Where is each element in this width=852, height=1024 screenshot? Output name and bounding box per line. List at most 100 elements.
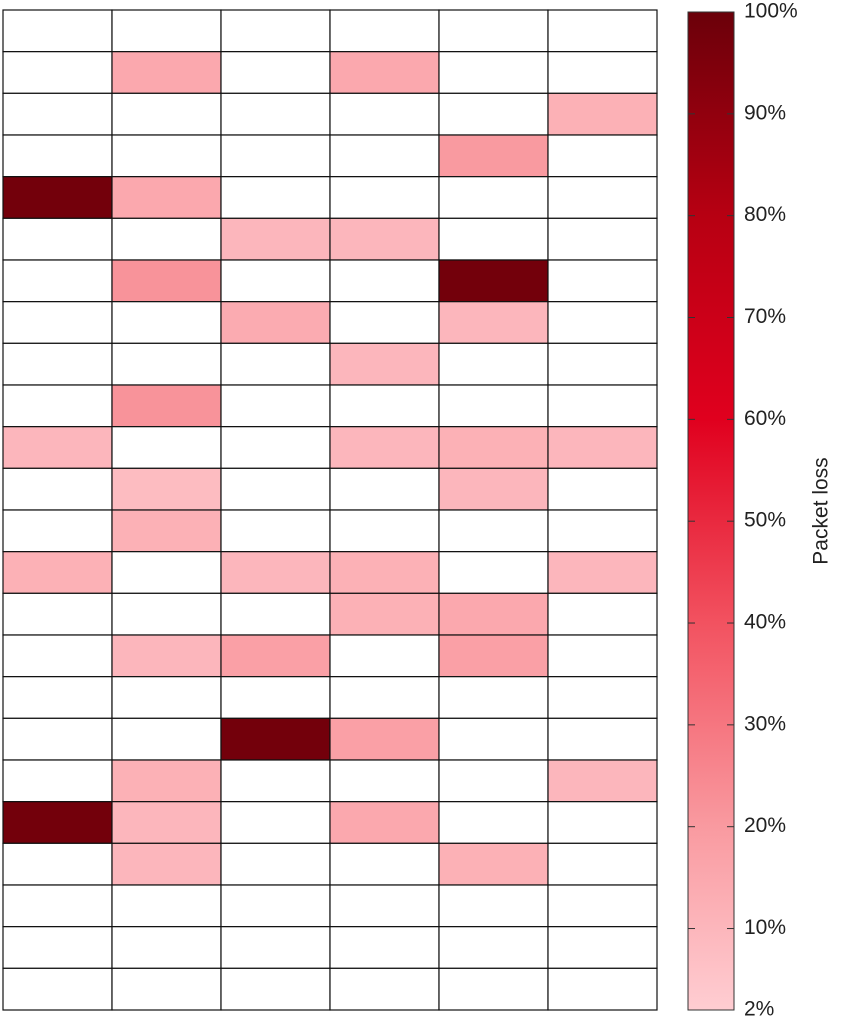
heatmap-cell	[329, 259, 440, 303]
heatmap-cell	[220, 884, 331, 928]
heatmap-cell	[438, 884, 549, 928]
heatmap-cell	[220, 51, 331, 94]
heatmap-cell	[438, 301, 549, 344]
heatmap-cell	[2, 551, 113, 594]
colorbar-tick-label: 100%	[744, 0, 798, 23]
heatmap-cell	[2, 92, 113, 136]
heatmap-cell	[2, 384, 113, 428]
heatmap-cell	[329, 676, 440, 719]
heatmap-cell	[111, 884, 222, 928]
heatmap-cell	[329, 509, 440, 553]
heatmap-cell	[547, 467, 658, 511]
heatmap-cell	[547, 342, 658, 386]
heatmap-cell	[111, 926, 222, 969]
heatmap-cell	[2, 51, 113, 94]
heatmap-cell	[2, 259, 113, 303]
heatmap-cell	[111, 176, 222, 219]
heatmap-cell	[547, 217, 658, 261]
heatmap-cell	[547, 842, 658, 886]
heatmap-cell	[329, 551, 440, 594]
heatmap-cell	[547, 9, 658, 53]
heatmap-cell	[547, 801, 658, 844]
heatmap-cell	[547, 884, 658, 928]
heatmap-cell	[438, 342, 549, 386]
heatmap-cell	[329, 884, 440, 928]
heatmap-cell	[547, 592, 658, 636]
heatmap-cell	[547, 176, 658, 219]
heatmap-cell	[547, 92, 658, 136]
heatmap-cell	[438, 51, 549, 94]
heatmap-cells	[2, 9, 658, 1011]
heatmap-cell	[329, 634, 440, 678]
heatmap-cell	[220, 384, 331, 428]
heatmap-cell	[111, 217, 222, 261]
colorbar-label: Packet loss	[810, 457, 833, 564]
heatmap-cell	[220, 134, 331, 178]
heatmap-cell	[329, 842, 440, 886]
heatmap-cell	[329, 217, 440, 261]
heatmap-cell	[111, 51, 222, 94]
heatmap-cell	[547, 301, 658, 344]
heatmap-cell	[438, 801, 549, 844]
heatmap-cell	[220, 717, 331, 761]
heatmap-cell	[329, 801, 440, 844]
heatmap-cell	[111, 384, 222, 428]
heatmap-cell	[438, 92, 549, 136]
heatmap-cell	[329, 9, 440, 53]
heatmap-cell	[329, 134, 440, 178]
heatmap-cell	[220, 926, 331, 969]
heatmap-cell	[438, 9, 549, 53]
heatmap-cell	[111, 467, 222, 511]
heatmap-cell	[111, 301, 222, 344]
heatmap-cell	[547, 509, 658, 553]
heatmap-cell	[438, 551, 549, 594]
heatmap-cell	[547, 717, 658, 761]
heatmap-cell	[220, 509, 331, 553]
heatmap-cell	[220, 551, 331, 594]
colorbar-tick-label: 80%	[744, 203, 786, 226]
heatmap-cell	[220, 342, 331, 386]
heatmap-cell	[329, 301, 440, 344]
heatmap-cell	[111, 801, 222, 844]
heatmap-cell	[329, 342, 440, 386]
heatmap-cell	[111, 842, 222, 886]
heatmap-cell	[547, 676, 658, 719]
heatmap-cell	[329, 759, 440, 803]
heatmap-cell	[438, 634, 549, 678]
heatmap-cell	[438, 926, 549, 969]
heatmap-cell	[111, 759, 222, 803]
heatmap-cell	[438, 467, 549, 511]
heatmap-cell	[329, 384, 440, 428]
heatmap-cell	[111, 509, 222, 553]
heatmap-cell	[220, 801, 331, 844]
heatmap-cell	[111, 426, 222, 469]
colorbar-tick-label: 2%	[744, 998, 774, 1021]
heatmap-cell	[438, 717, 549, 761]
heatmap-cell	[438, 842, 549, 886]
heatmap-cell	[2, 634, 113, 678]
colorbar: 2% 10% 20% 30% 40% 50% 60% 70% 80% 90% 100% Packet…	[687, 0, 833, 1021]
heatmap-cell	[329, 51, 440, 94]
heatmap-cell	[329, 92, 440, 136]
heatmap-cell	[438, 176, 549, 219]
heatmap-cell	[2, 759, 113, 803]
colorbar-tick-label: 30%	[744, 712, 786, 735]
heatmap-cell	[2, 301, 113, 344]
heatmap-cell	[220, 176, 331, 219]
heatmap-cell	[438, 384, 549, 428]
heatmap-cell	[547, 551, 658, 594]
heatmap-cell	[2, 676, 113, 719]
heatmap-cell	[220, 634, 331, 678]
heatmap-cell	[220, 9, 331, 53]
heatmap-cell	[2, 801, 113, 844]
heatmap-cell	[329, 467, 440, 511]
heatmap-cell	[438, 217, 549, 261]
heatmap-cell	[111, 634, 222, 678]
heatmap-cell	[438, 592, 549, 636]
heatmap-cell	[111, 967, 222, 1011]
heatmap-cell	[547, 384, 658, 428]
heatmap-cell	[547, 426, 658, 469]
colorbar-tick-label: 10%	[744, 916, 786, 939]
heatmap-cell	[220, 967, 331, 1011]
